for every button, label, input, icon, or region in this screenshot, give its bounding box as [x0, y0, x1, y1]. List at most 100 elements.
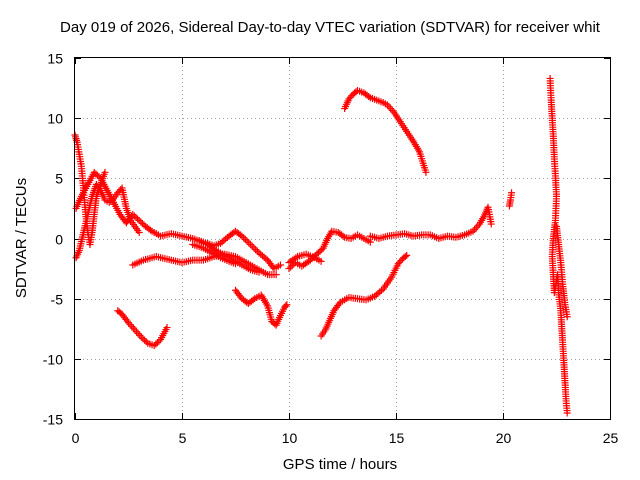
y-tick-label: 10: [47, 111, 63, 127]
data-point: [142, 338, 150, 346]
data-point: [135, 216, 143, 224]
data-point: [253, 247, 261, 255]
data-point: [377, 286, 385, 294]
y-tick-label: 0: [55, 232, 63, 248]
y-axis-ticks: 15 10 5 0 -5 -10 -15: [43, 51, 610, 428]
data-point: [292, 254, 300, 262]
data-point: [248, 242, 256, 250]
series-arc-14: [505, 189, 516, 210]
data-point: [285, 265, 293, 273]
data-point: [401, 253, 409, 261]
data-point: [163, 324, 171, 332]
series-arc-2: [72, 180, 143, 262]
y-axis-label: SDTVAR / TECUs: [13, 177, 30, 299]
y-tick-label: 5: [55, 171, 63, 187]
data-point: [93, 171, 101, 179]
data-point: [317, 257, 325, 265]
data-point: [487, 220, 495, 228]
data-point: [240, 234, 248, 242]
data-point: [563, 313, 571, 321]
data-point: [131, 326, 139, 334]
chart-title: Day 019 of 2026, Sidereal Day-to-day VTE…: [60, 19, 600, 36]
data-point: [129, 324, 137, 332]
data-point: [139, 335, 147, 343]
data-point: [134, 215, 142, 223]
data-point: [316, 247, 324, 255]
series-arc-15: [546, 74, 571, 417]
data-point: [135, 228, 143, 236]
data-point: [155, 337, 163, 345]
data-point: [282, 302, 290, 310]
data-point: [137, 333, 145, 341]
data-point: [138, 219, 146, 227]
data-point: [136, 331, 144, 339]
data-point: [243, 237, 251, 245]
data-point: [276, 261, 284, 269]
data-point: [241, 235, 249, 243]
data-point: [90, 168, 98, 176]
y-tick-label: 15: [47, 51, 63, 67]
plot-border: [74, 57, 611, 420]
data-point: [129, 210, 137, 218]
data-point: [238, 232, 246, 240]
x-tick-label: 10: [282, 430, 298, 446]
data-point: [130, 212, 138, 220]
series-arc-7: [114, 307, 171, 350]
data-point: [141, 336, 149, 344]
series-arc-16: [553, 222, 571, 321]
data-point: [262, 255, 270, 263]
data-point: [92, 170, 100, 178]
data-point: [422, 168, 430, 176]
data-point: [366, 238, 374, 246]
data-point: [95, 173, 103, 181]
data-point: [255, 268, 263, 276]
data-point: [246, 241, 254, 249]
x-tick-label: 0: [72, 430, 80, 446]
data-point: [150, 342, 158, 350]
series-arc-13: [366, 203, 495, 242]
data-point: [403, 251, 411, 259]
data-point: [153, 339, 161, 347]
series-arc-9: [285, 227, 374, 273]
y-tick-label: -15: [43, 412, 63, 428]
series-arc-1: [71, 131, 109, 249]
series-arc-11: [317, 251, 411, 340]
series-arc-3: [72, 168, 284, 273]
x-axis-label: GPS time / hours: [282, 456, 398, 473]
data-point: [137, 218, 145, 226]
data-point: [365, 93, 373, 101]
data-point: [152, 340, 160, 348]
data-point: [272, 271, 280, 279]
data-point: [249, 296, 257, 304]
y-tick-label: -5: [51, 292, 64, 308]
data-point: [245, 239, 253, 247]
data-point: [132, 213, 140, 221]
data-point: [133, 328, 141, 336]
data-point: [508, 189, 516, 197]
data-point: [339, 232, 347, 240]
y-tick-label: -10: [43, 352, 63, 368]
data-point: [101, 168, 109, 176]
series-arc-8: [232, 286, 291, 329]
series-arc-6: [195, 237, 263, 276]
series-arc-10: [285, 250, 325, 267]
data-point: [128, 322, 136, 330]
data-point: [472, 224, 480, 232]
data-point: [314, 249, 322, 257]
x-tick-label: 15: [389, 430, 405, 446]
x-tick-label: 5: [179, 430, 187, 446]
data-point: [250, 244, 258, 252]
data-point: [134, 330, 142, 338]
data-points: [71, 74, 571, 417]
x-axis-ticks: 0 5 10 15 20 25: [72, 58, 619, 446]
x-tick-label: 20: [496, 430, 512, 446]
data-point: [211, 245, 219, 253]
data-point: [283, 301, 291, 309]
data-point: [387, 105, 395, 113]
data-point: [252, 246, 260, 254]
series-arc-12: [341, 86, 430, 176]
data-point: [146, 226, 154, 234]
x-tick-label: 25: [603, 430, 619, 446]
data-point: [563, 409, 571, 417]
